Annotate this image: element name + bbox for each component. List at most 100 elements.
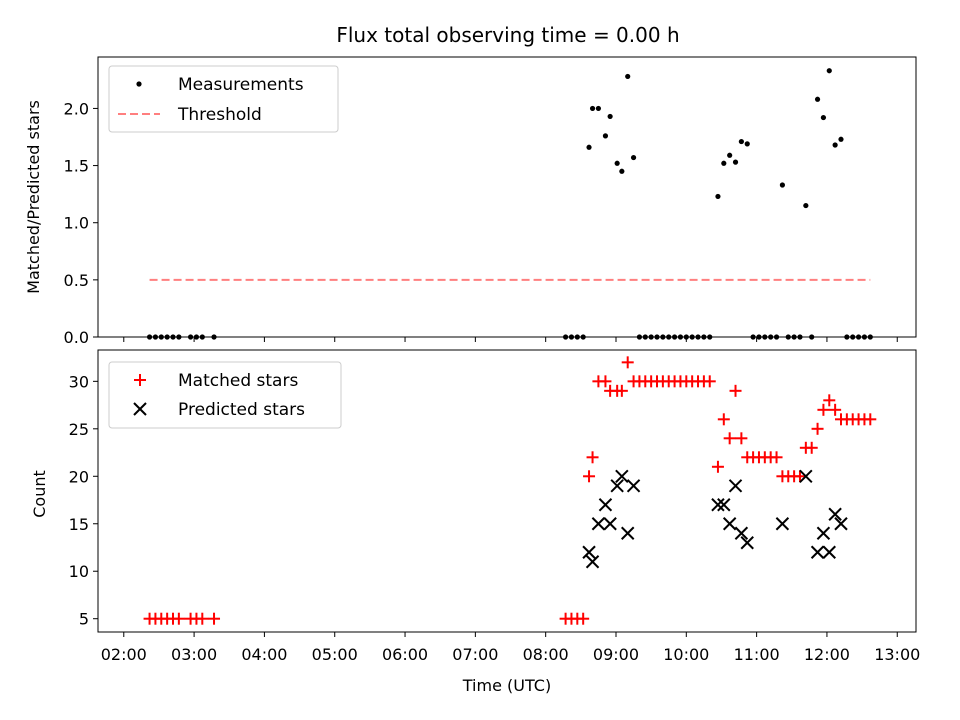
x-tick-label: 08:00 — [523, 645, 569, 664]
matched-star-point — [196, 612, 209, 625]
predicted-star-point — [728, 479, 743, 493]
measurement-point — [756, 334, 762, 340]
measurement-point — [779, 182, 786, 188]
predicted-star-point — [810, 545, 825, 559]
x-tick-label: 07:00 — [452, 645, 498, 664]
matched-star-point — [172, 612, 185, 625]
ratio-y-tick-label: 0.5 — [64, 271, 89, 290]
measurement-point — [677, 334, 684, 340]
ratio-plot-frame — [97, 56, 917, 338]
measurement-point — [580, 334, 586, 340]
ratio-legend: Measurements Threshold — [108, 65, 339, 133]
matched-star-point — [208, 612, 221, 625]
predicted-star-point — [621, 526, 635, 540]
count-legend: Matched stars Predicted stars — [108, 361, 342, 429]
matched-star-point — [703, 375, 716, 388]
measurement-point — [636, 334, 643, 340]
x-axis-label: Time (UTC) — [462, 676, 551, 695]
measurement-point — [785, 334, 791, 340]
count-legend-box — [108, 361, 342, 429]
measurement-point — [586, 144, 592, 150]
measurement-point — [642, 334, 648, 340]
count-y-tick-label: 30 — [69, 372, 89, 391]
ratio-y-axis-label: Matched/Predicted stars — [24, 100, 43, 294]
measurement-point — [607, 113, 613, 120]
count-y-ticks: 5 10 15 20 25 30 — [69, 372, 98, 629]
measurement-point — [744, 141, 750, 147]
x-tick-label: 11:00 — [734, 645, 780, 664]
matched-star-point — [729, 384, 742, 397]
predicted-star-point — [740, 536, 754, 550]
measurement-point — [654, 334, 660, 340]
measurement-point — [803, 202, 809, 209]
matched-star-point — [717, 413, 730, 426]
measurement-point — [625, 73, 631, 80]
measurement-point — [762, 334, 768, 340]
measurement-point — [176, 334, 182, 340]
matched-star-point — [829, 403, 842, 416]
matched-star-point — [735, 432, 748, 445]
measurement-point — [695, 334, 701, 340]
measurement-point — [814, 96, 821, 102]
predicted-star-point — [834, 517, 848, 531]
measurement-point — [855, 334, 862, 340]
measurement-point — [727, 152, 733, 158]
predicted-star-point — [610, 479, 624, 493]
measurement-point — [826, 68, 832, 74]
predicted-star-point — [598, 498, 613, 512]
measurement-point — [193, 334, 200, 340]
matched-star-point — [770, 451, 783, 464]
measurement-point — [595, 105, 602, 112]
matched-star-point — [864, 413, 877, 426]
measurement-point — [738, 138, 744, 145]
x-tick-label: 06:00 — [382, 645, 428, 664]
measurement-point — [211, 334, 217, 340]
measurement-point — [838, 136, 844, 142]
predicted-stars-legend-marker — [133, 402, 147, 416]
measurement-point — [689, 334, 695, 340]
measurement-point — [562, 334, 569, 340]
measurement-point — [732, 159, 739, 165]
measurement-point — [602, 133, 609, 139]
count-y-axis-label: Count — [30, 470, 49, 518]
matched-star-point — [586, 451, 599, 464]
predicted-star-point — [816, 526, 831, 540]
count-y-tick-label: 5 — [79, 610, 89, 629]
predicted-star-point — [585, 555, 600, 569]
x-tick-label: 05:00 — [312, 645, 358, 664]
matched-star-point — [711, 460, 724, 473]
measurement-point — [666, 334, 672, 340]
matched-star-point — [577, 612, 590, 625]
measurement-point — [750, 334, 756, 340]
measurement-point — [832, 142, 838, 148]
x-tick-label: 03:00 — [171, 645, 217, 664]
measurement-point — [683, 334, 689, 340]
measurement-point — [660, 334, 666, 340]
predicted-star-point — [775, 517, 790, 531]
measurement-point — [861, 334, 868, 340]
measurement-point — [791, 334, 797, 340]
count-plot-frame — [97, 349, 917, 633]
predicted-star-point — [615, 469, 629, 483]
measurement-point — [589, 105, 596, 112]
predicted-star-point — [591, 517, 606, 531]
count-y-tick-label: 10 — [69, 562, 89, 581]
predicted-star-point — [603, 517, 617, 531]
ratio-y-tick-label: 0.0 — [64, 328, 89, 347]
matched-star-point — [723, 432, 736, 445]
predicted-star-point — [717, 498, 731, 512]
count-panel: 5 10 15 20 25 30 02:00 03:00 04:00 05:00 06:00 07:… — [30, 349, 920, 695]
predicted-star-point — [722, 517, 737, 531]
matched-star-point — [599, 375, 612, 388]
measurement-point — [146, 334, 153, 340]
measurement-point — [768, 334, 774, 340]
measurement-point — [715, 193, 721, 200]
measurement-point — [158, 334, 164, 340]
x-tick-label: 10:00 — [663, 645, 709, 664]
measurement-point — [701, 334, 707, 340]
measurement-point — [170, 334, 176, 340]
measurement-point — [630, 154, 637, 161]
count-marks — [143, 356, 877, 625]
measurement-point — [844, 334, 850, 340]
